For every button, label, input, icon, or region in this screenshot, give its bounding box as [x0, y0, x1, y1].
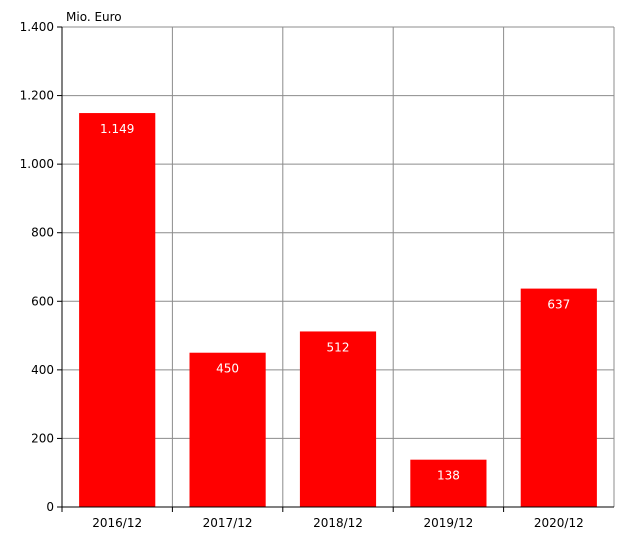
- unit-label: Mio. Euro: [66, 10, 122, 24]
- bar: [520, 288, 597, 507]
- bar: [410, 459, 487, 507]
- bars: [79, 113, 597, 508]
- y-tick-label: 1.200: [20, 89, 54, 103]
- x-tick-label: 2016/12: [92, 516, 142, 530]
- x-tick-label: 2017/12: [203, 516, 253, 530]
- y-tick-label: 400: [31, 363, 54, 377]
- bar-value-label: 450: [216, 362, 239, 376]
- bar-value-label: 138: [437, 469, 460, 483]
- bar-value-label: 1.149: [100, 122, 134, 136]
- x-tick-label: 2020/12: [534, 516, 584, 530]
- y-tick-label: 600: [31, 294, 54, 308]
- y-tick-label: 0: [46, 500, 54, 514]
- x-tick-label: 2018/12: [313, 516, 363, 530]
- y-tick-label: 1.400: [20, 20, 54, 34]
- labels: 0 200 400 600 800 1.000 1.200 1.400 1.149 2016/12…: [20, 20, 584, 530]
- bar-value-label: 512: [327, 340, 350, 354]
- bar: [299, 331, 377, 507]
- y-tick-label: 200: [31, 431, 54, 445]
- bar: [79, 113, 156, 508]
- bar-value-label: 637: [547, 298, 570, 312]
- bar: [189, 352, 266, 507]
- x-tick-label: 2019/12: [423, 516, 473, 530]
- axes: [57, 26, 614, 512]
- y-tick-label: 1.000: [20, 157, 54, 171]
- y-tick-label: 800: [31, 226, 54, 240]
